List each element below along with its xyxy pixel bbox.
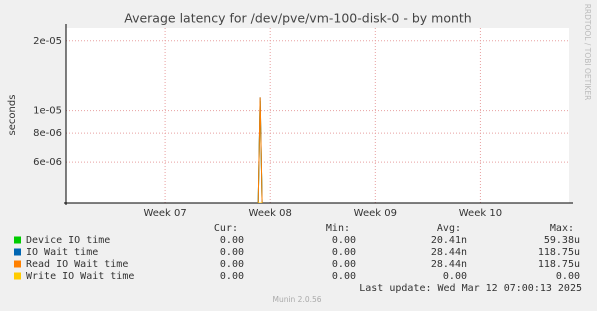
y-axis-label: seconds [7,95,18,136]
x-tick-label: Week 09 [354,208,397,219]
stats-value: 0.00 [332,235,356,246]
legend-swatch [14,272,21,280]
stats-value: 0.00 [332,259,356,270]
x-tick-label: Week 08 [249,208,292,219]
legend-label: Device IO time [26,235,110,246]
stats-value: 28.44n [431,259,467,270]
series-line [257,97,263,203]
y-tick-label: 2e-05 [33,36,62,47]
stats-value: 118.75u [538,247,580,258]
y-tick-label: 1e-05 [33,106,62,117]
stats-value: 0.00 [220,247,244,258]
stats-value: 59.38u [544,235,580,246]
chart-title: Average latency for /dev/pve/vm-100-disk… [124,11,471,26]
stats-header: Avg: [437,223,461,234]
stats-value: 20.41n [431,235,467,246]
stats-value: 0.00 [220,259,244,270]
legend-label: IO Wait time [26,247,98,258]
stats-header: Max: [550,223,574,234]
stats-value: 0.00 [332,247,356,258]
stats-value: 0.00 [220,271,244,282]
legend-label: Write IO Wait time [26,271,134,282]
footer: Munin 2.0.56 [272,295,321,304]
stats-value: 0.00 [332,271,356,282]
legend-swatch [14,236,21,244]
legend-swatch [14,248,21,256]
stats-value: 0.00 [443,271,467,282]
series-group [257,97,263,203]
legend-swatch [14,260,21,268]
y-tick-label: 8e-06 [33,128,62,139]
plot-area [66,28,569,203]
stats-value: 0.00 [556,271,580,282]
stats-header: Cur: [214,223,238,234]
stats-value: 0.00 [220,235,244,246]
x-tick-label: Week 10 [459,208,502,219]
stats-value: 28.44n [431,247,467,258]
stats-header: Min: [326,223,350,234]
y-tick-label: 6e-06 [33,157,62,168]
x-tick-label: Week 07 [143,208,186,219]
side-label: RRDTOOL / TOBI OETIKER [583,4,592,101]
stats-value: 118.75u [538,259,580,270]
last-update: Last update: Wed Mar 12 07:00:13 2025 [359,283,582,294]
legend-label: Read IO Wait time [26,259,128,270]
